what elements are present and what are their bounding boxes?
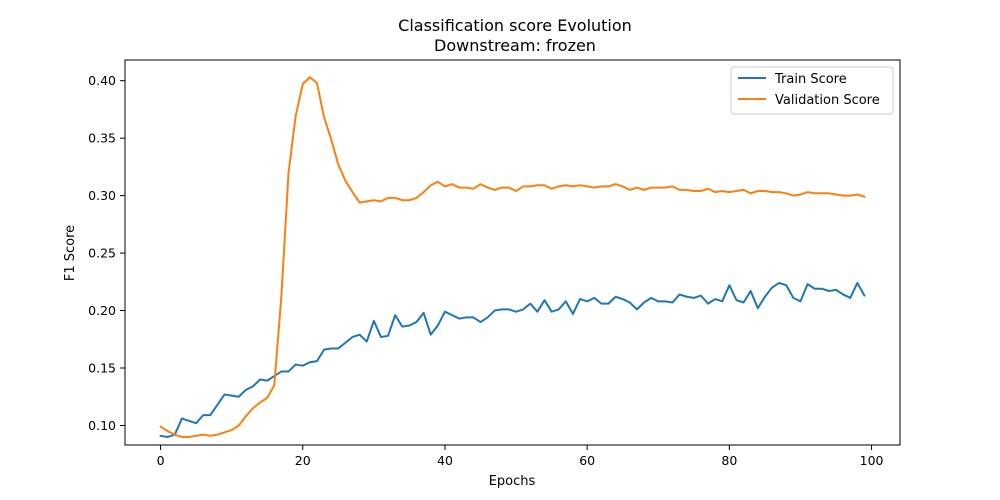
legend: Train Score Validation Score — [730, 66, 894, 115]
legend-label-train: Train Score — [774, 72, 847, 87]
y-tick-label: 0.40 — [88, 73, 116, 88]
y-tick-label: 0.10 — [88, 418, 116, 433]
y-tick-label: 0.35 — [88, 131, 116, 146]
series-layer — [159, 76, 866, 438]
series-line-validation-score — [159, 76, 866, 438]
legend-box — [730, 66, 894, 115]
x-tick-label: 40 — [437, 453, 453, 468]
x-axis-label: Epochs — [489, 474, 536, 489]
chart-subtitle: Downstream: frozen — [434, 36, 596, 55]
y-axis-label: F1 Score — [63, 225, 78, 281]
y-tick-label: 0.30 — [88, 188, 116, 203]
plot-frame — [124, 59, 901, 446]
y-tick-label: 0.15 — [88, 361, 116, 376]
chart-title: Classification score Evolution — [398, 16, 632, 35]
series-line-train-score — [159, 281, 866, 438]
x-tick-label: 0 — [157, 453, 165, 468]
legend-label-validation: Validation Score — [775, 93, 880, 108]
y-axis: 0.10 0.15 0.20 0.25 0.30 0.35 0.40 — [88, 73, 125, 433]
x-axis: 0 20 40 60 80 100 — [157, 445, 884, 468]
plot-area — [124, 59, 901, 446]
y-tick-label: 0.20 — [88, 303, 116, 318]
y-tick-label: 0.25 — [88, 246, 116, 261]
x-tick-label: 20 — [295, 453, 311, 468]
x-tick-label: 60 — [579, 453, 595, 468]
x-tick-label: 100 — [860, 453, 884, 468]
x-tick-label: 80 — [721, 453, 737, 468]
